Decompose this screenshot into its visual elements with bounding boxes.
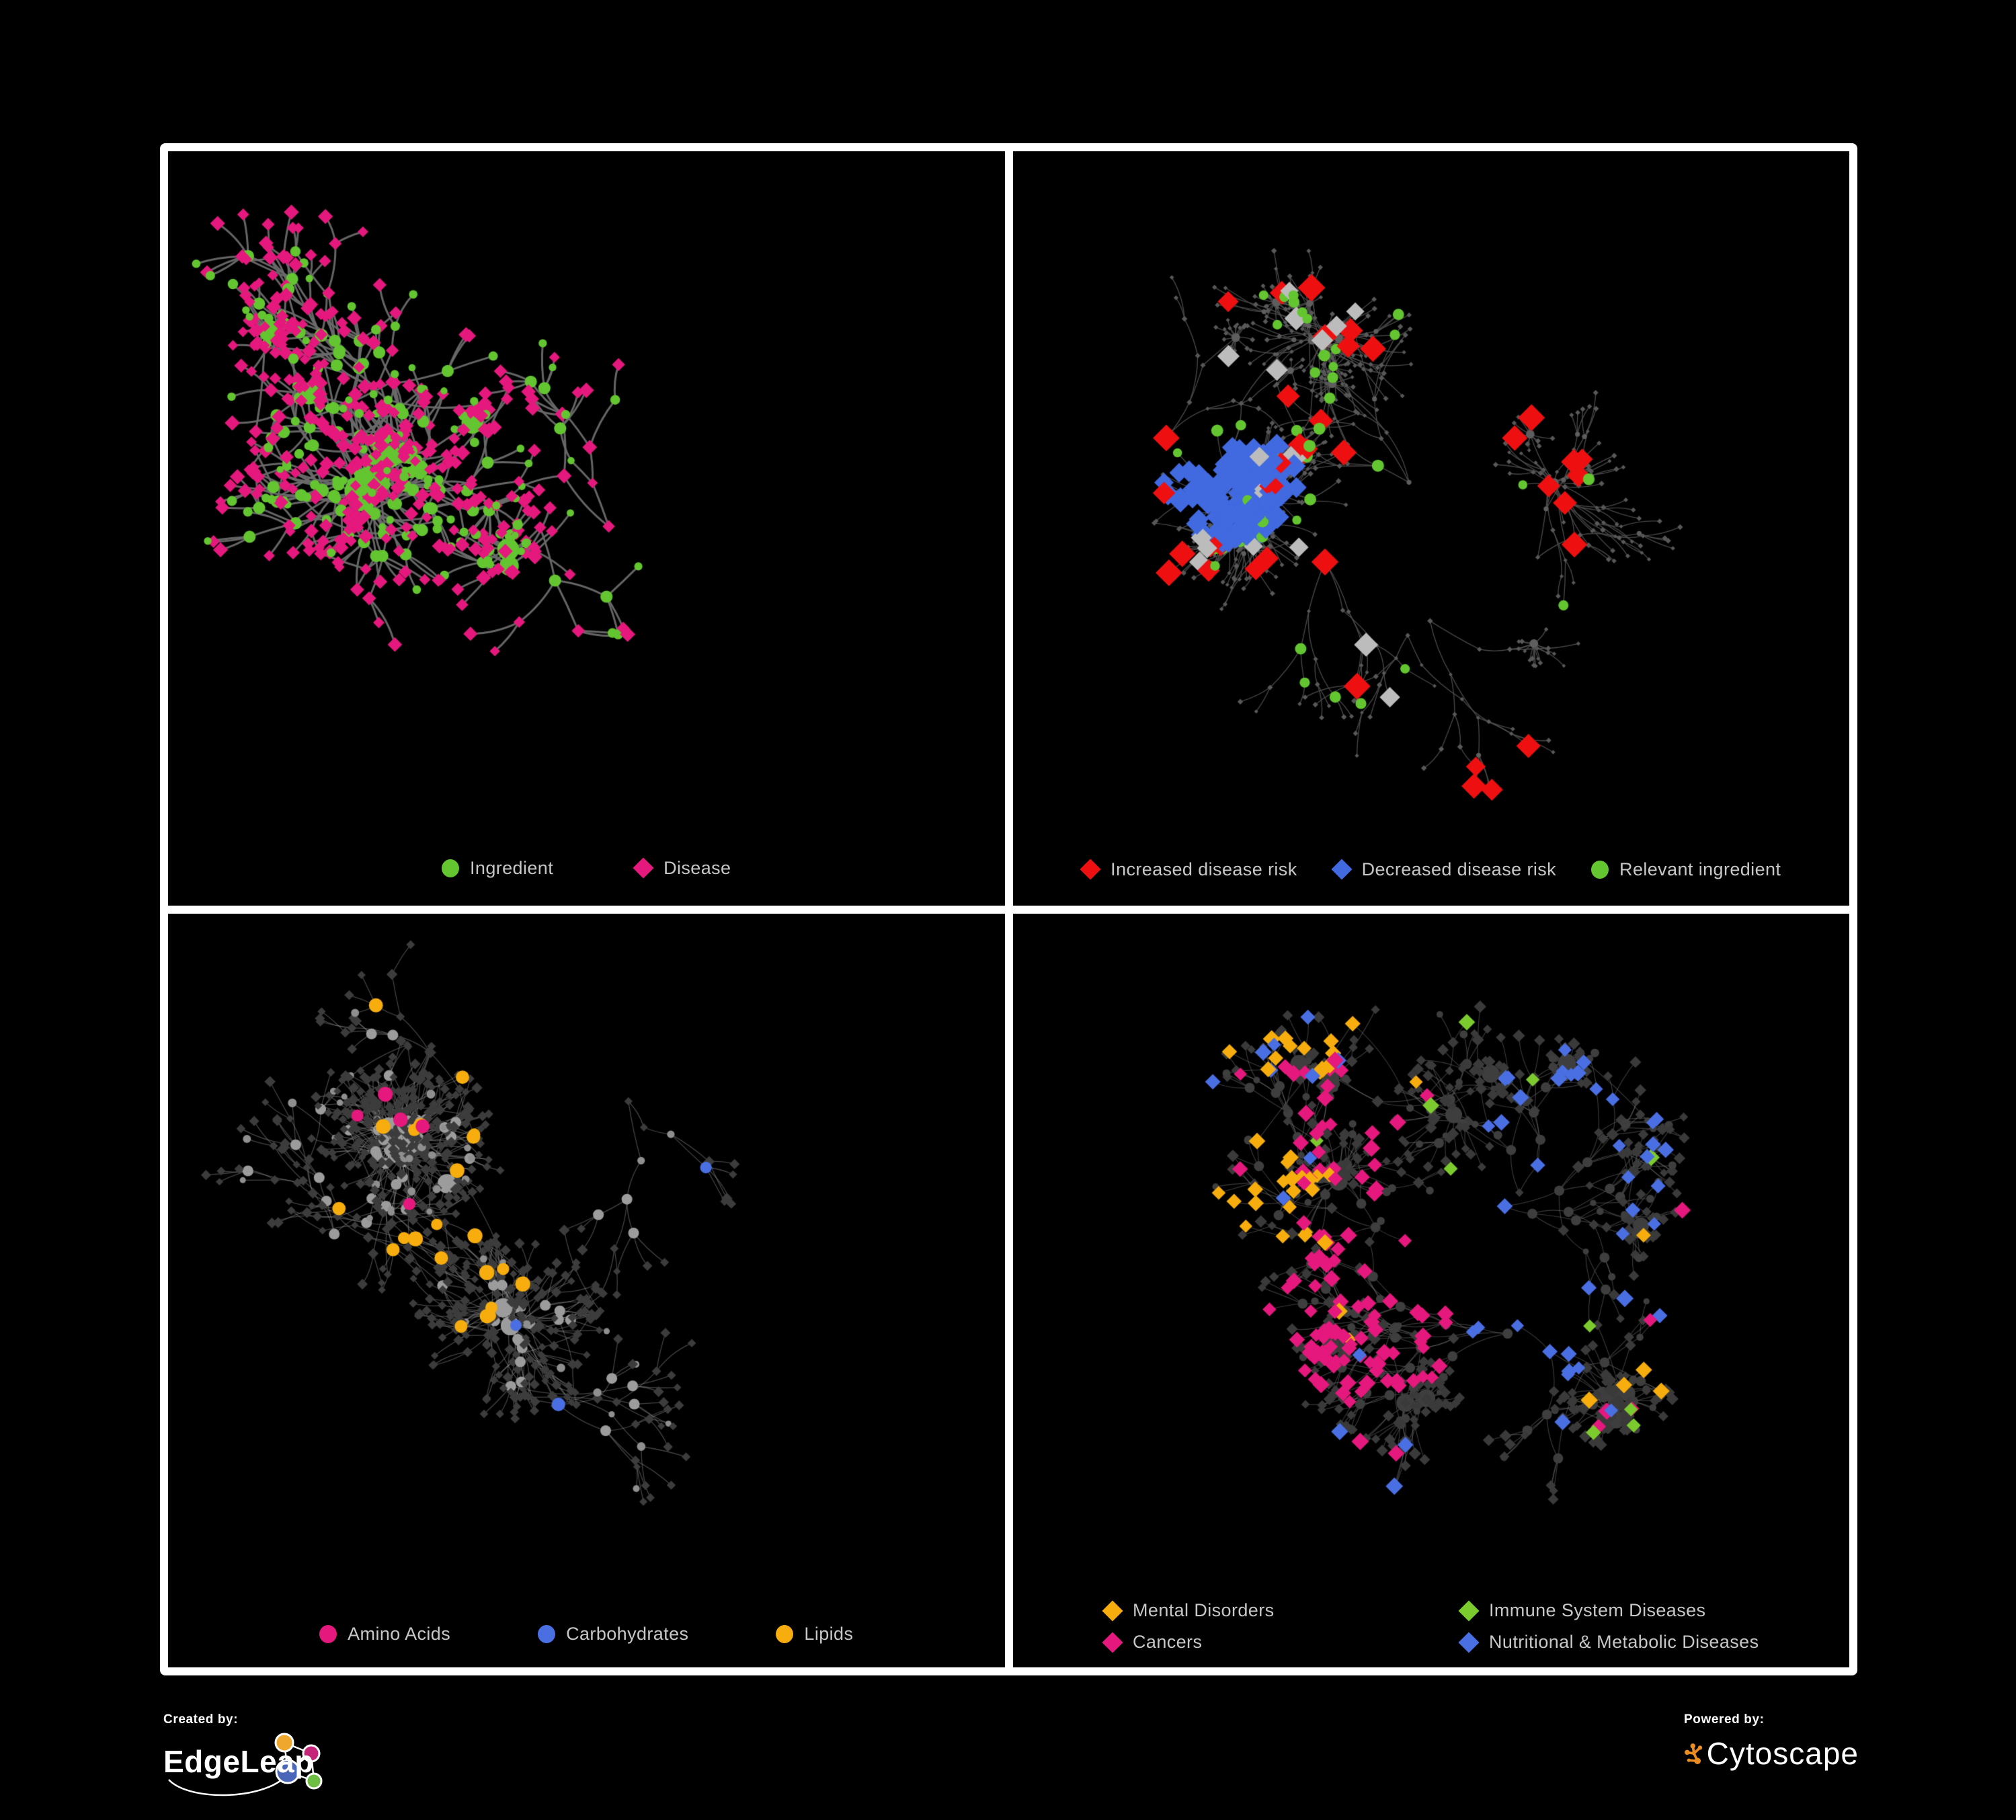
lipids-marker-icon — [776, 1625, 794, 1643]
legend-item-increased-risk: Increased disease risk — [1080, 859, 1297, 880]
decreased-risk-marker-icon — [1331, 859, 1353, 880]
legend-ingredient-disease: Ingredient Disease — [168, 857, 1005, 879]
mental-disorders-marker-icon — [1102, 1599, 1123, 1622]
edgeleap-logo-icon — [168, 1733, 323, 1796]
created-by-attribution: Created by: EdgeLeap — [163, 1712, 385, 1800]
panels-grid: Ingredient Disease Increased disease ris… — [160, 143, 1857, 1675]
panel-ingredient-disease-network: Ingredient Disease — [168, 151, 1005, 906]
legend-item-relevant-ingredient: Relevant ingredient — [1591, 859, 1781, 880]
legend-label: Disease — [663, 857, 731, 878]
ingredient-marker-icon — [442, 859, 460, 877]
amino-acids-marker-icon — [319, 1625, 337, 1643]
immune-system-diseases-marker-icon — [1458, 1599, 1480, 1622]
legend-label: Increased disease risk — [1111, 859, 1297, 879]
cytoscape-wordmark: Cytoscape — [1706, 1736, 1859, 1771]
cytoscape-logo-icon — [1685, 1743, 1703, 1764]
powered-by-attribution: Powered by: Cytoscape — [1684, 1712, 1859, 1774]
legend-item-disease: Disease — [633, 857, 731, 879]
legend-disease-class: Mental Disorders Immune System Diseases … — [1013, 1599, 1850, 1653]
edgeleap-logo: EdgeLeap — [163, 1731, 385, 1798]
legend-label: Ingredient — [470, 857, 554, 878]
legend-item-carbohydrates: Carbohydrates — [538, 1624, 688, 1645]
increased-risk-marker-icon — [1080, 859, 1101, 880]
legend-label: Lipids — [804, 1624, 854, 1644]
panel-disease-class-network: Mental Disorders Immune System Diseases … — [1012, 913, 1850, 1667]
carbohydrates-marker-icon — [538, 1625, 556, 1643]
created-by-label: Created by: — [163, 1712, 239, 1727]
legend-label: Relevant ingredient — [1619, 859, 1781, 879]
legend-label: Cancers — [1133, 1632, 1203, 1652]
legend-label: Nutritional & Metabolic Diseases — [1489, 1632, 1759, 1652]
panel-disease-risk-network: Increased disease risk Decreased disease… — [1012, 151, 1850, 906]
legend-item-immune-system-diseases: Immune System Diseases — [1458, 1599, 1759, 1622]
legend-item-nutritional-metabolic-diseases: Nutritional & Metabolic Diseases — [1458, 1631, 1759, 1653]
legend-item-decreased-risk: Decreased disease risk — [1331, 859, 1557, 880]
legend-label: Amino Acids — [348, 1624, 451, 1644]
edgeleap-wordmark: EdgeLeap — [163, 1744, 314, 1779]
legend-item-mental-disorders: Mental Disorders — [1102, 1599, 1459, 1622]
legend-item-lipids: Lipids — [776, 1624, 853, 1645]
disease-class-network-canvas — [1012, 913, 1849, 1667]
legend-compound-class: Amino Acids Carbohydrates Lipids — [168, 1624, 1005, 1645]
powered-by-label: Powered by: — [1684, 1712, 1765, 1727]
legend-item-ingredient: Ingredient — [442, 858, 553, 879]
cancers-marker-icon — [1102, 1631, 1123, 1653]
disease-marker-icon — [633, 857, 654, 879]
legend-item-amino-acids: Amino Acids — [319, 1624, 450, 1645]
ingredient-disease-network-canvas — [168, 151, 1005, 906]
legend-label: Carbohydrates — [566, 1624, 689, 1644]
legend-item-cancers: Cancers — [1102, 1631, 1459, 1653]
disease-risk-network-canvas — [1012, 151, 1849, 906]
cytoscape-logo: Cytoscape — [1684, 1733, 1859, 1774]
legend-label: Immune System Diseases — [1489, 1600, 1706, 1620]
relevant-ingredient-marker-icon — [1591, 860, 1609, 879]
nutritional-metabolic-diseases-marker-icon — [1458, 1631, 1480, 1653]
legend-label: Mental Disorders — [1133, 1600, 1275, 1620]
legend-label: Decreased disease risk — [1361, 859, 1557, 879]
legend-disease-risk: Increased disease risk Decreased disease… — [1013, 859, 1850, 880]
compound-class-network-canvas — [168, 913, 1005, 1667]
panel-compound-class-network: Amino Acids Carbohydrates Lipids — [168, 913, 1005, 1667]
